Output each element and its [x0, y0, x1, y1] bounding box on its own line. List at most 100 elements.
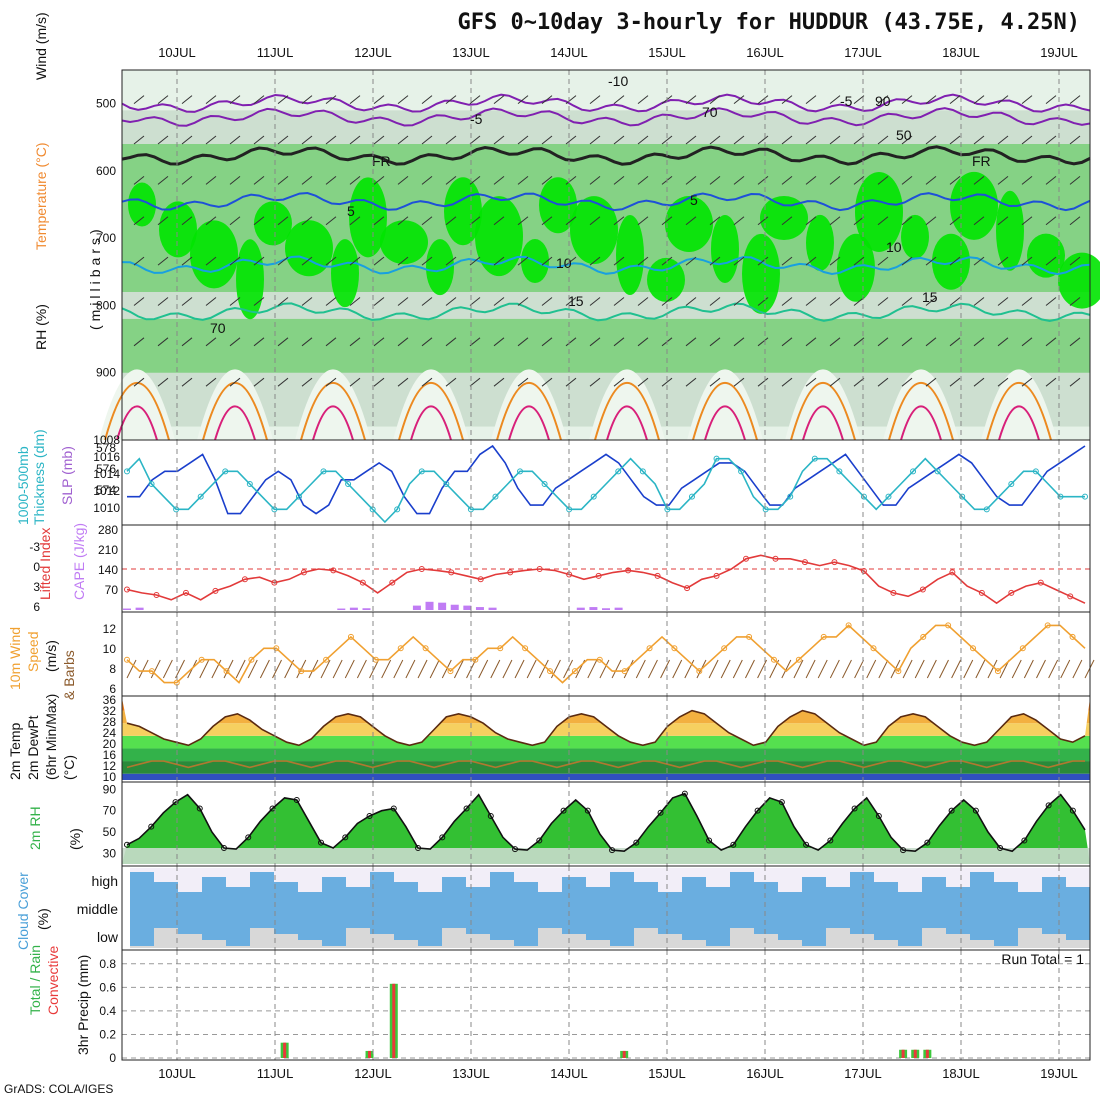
wind-barb [469, 337, 481, 347]
li-tick-label: 6 [33, 600, 40, 614]
date-label-bottom: 11JUL [257, 1066, 294, 1081]
wind-barb [613, 95, 625, 105]
wind-barb [157, 175, 169, 185]
wind10m-barb [587, 659, 598, 679]
isotherm-25 [214, 405, 256, 441]
rh-blob [950, 171, 998, 240]
rh2m-point [924, 839, 931, 846]
wind10m-barb [1060, 659, 1071, 679]
rh2m-point [730, 841, 737, 848]
pressure-tick-label: 700 [96, 231, 116, 245]
wind10m-speed-point [223, 668, 230, 675]
temp-band [122, 773, 1090, 780]
page-title: GFS 0~10day 3-hourly for HUDDUR (43.75E,… [457, 10, 1080, 35]
lifted-index-point [831, 559, 838, 566]
cloud-low-gap [706, 946, 730, 948]
cloud-low-gap [394, 940, 418, 948]
wind-barb [829, 95, 841, 105]
contour-label: 70 [210, 320, 226, 336]
wind10m-tick-label: 12 [103, 622, 117, 636]
thickness-point [860, 493, 867, 500]
wind-barb [853, 337, 865, 347]
wind-barb [421, 377, 433, 387]
wind10m-barb [514, 659, 525, 679]
rh-blob [901, 214, 929, 259]
wind-barb [997, 216, 1009, 226]
wind10m-speed-point [945, 622, 952, 629]
rh2m-point [172, 799, 179, 806]
wind-barb [877, 256, 889, 266]
wind-barb [733, 175, 745, 185]
wind-barb [133, 216, 145, 226]
wind-barb [661, 135, 673, 145]
rh2m-point [754, 807, 761, 814]
lifted-index-point [124, 586, 130, 593]
cloud-high-gap [154, 868, 178, 882]
wind-barb [1069, 135, 1081, 145]
lifted-index-point [330, 567, 337, 574]
wind-barb [229, 135, 241, 145]
wind-barb [901, 95, 913, 105]
cloud-low-gap [274, 934, 298, 948]
wind10m-speed-point [1069, 633, 1076, 640]
wind-barb [373, 297, 385, 306]
wind10m-speed-point [696, 668, 703, 675]
wind10m-barb [441, 659, 452, 679]
wind10m-barb [162, 659, 173, 679]
thickness-point [197, 493, 204, 500]
cloud-low-gap [226, 946, 250, 948]
thickness-line [126, 457, 1085, 524]
rh-blob [236, 239, 264, 320]
wind10m-barb [757, 659, 768, 679]
wind-barb [709, 95, 721, 105]
date-label-bottom: 17JUL [844, 1066, 882, 1081]
rh-blob [159, 201, 197, 258]
rh2m-side-labels: 2m RH (%) [27, 806, 83, 850]
isotherm-20 [496, 381, 562, 441]
wind-barb [157, 337, 169, 347]
wind-barb [829, 135, 841, 145]
wind-barb [325, 377, 337, 387]
wind-barb [1045, 95, 1057, 105]
wind-barb [949, 135, 961, 145]
cape-bar [463, 605, 472, 610]
temp-tick-label: 16 [103, 748, 117, 762]
wind-barb [1069, 297, 1081, 306]
lifted-index-point [507, 569, 514, 576]
cloud-low-gap [802, 946, 826, 948]
side-label-rh2m: 2m RH [27, 806, 43, 850]
wind-barb [757, 377, 769, 387]
wind-barb [637, 297, 649, 306]
thickness-tick-label: 576 [96, 462, 116, 476]
wind-barb [565, 377, 577, 387]
rh-blob [711, 214, 739, 283]
wind-barb [397, 256, 409, 266]
thickness-point [787, 493, 794, 500]
wind10m-tick-label: 6 [109, 682, 116, 696]
date-label-top: 15JUL [648, 45, 686, 60]
wind-barb [469, 377, 481, 387]
wind-barb [253, 135, 265, 145]
wind-barb [1069, 175, 1081, 185]
wind-barb [637, 337, 649, 347]
thickness-point [246, 481, 253, 487]
precip-conv-bar [925, 1049, 929, 1058]
wind-barb [421, 297, 433, 306]
cloud-high-gap [586, 868, 610, 887]
wind-barb [925, 297, 937, 306]
wind-barb [925, 377, 937, 387]
cloud-high-gap [1018, 868, 1042, 892]
wind-barb [709, 337, 721, 347]
slp-tick-label: 1014 [93, 467, 120, 481]
lifted-index-point [772, 555, 779, 562]
date-label-top: 19JUL [1040, 45, 1078, 60]
temp-tick-label: 12 [103, 759, 117, 773]
precip-conv-bar [622, 1050, 626, 1058]
cloud-high-gap [874, 868, 898, 882]
rh2m-point [439, 834, 446, 841]
wind-barb [541, 297, 553, 306]
rh2m-tick-label: 50 [103, 825, 117, 839]
wind-barb [277, 135, 289, 145]
wind-barb [325, 297, 337, 306]
wind10m-barb [563, 659, 574, 679]
